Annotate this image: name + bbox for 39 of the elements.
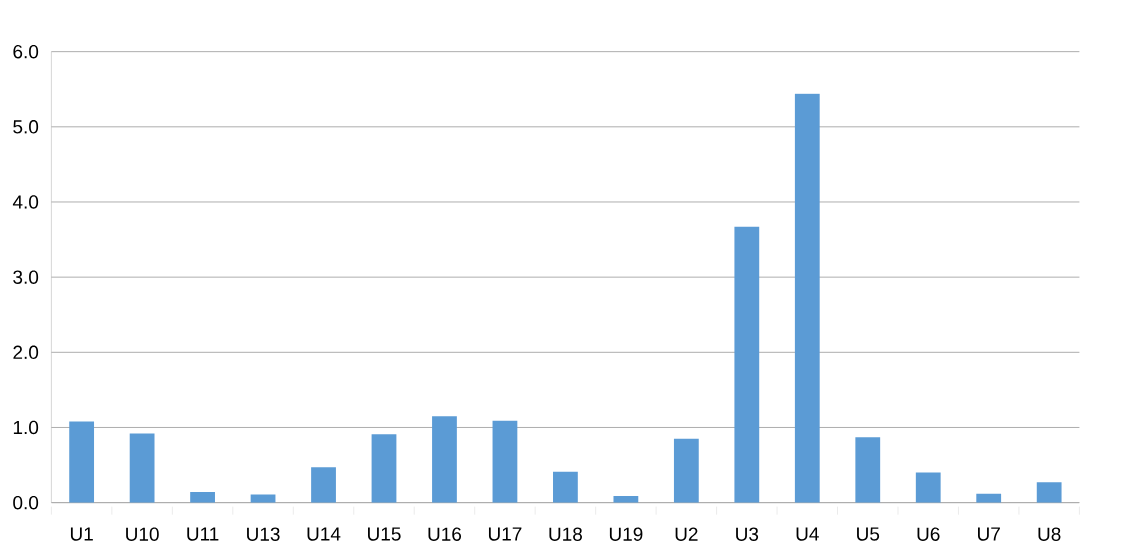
x-tick-label: U2 — [675, 527, 698, 541]
bar — [371, 434, 397, 503]
x-tick-label: U10 — [126, 527, 159, 541]
x-tick-label: U4 — [796, 527, 819, 541]
x-tick-label: U14 — [307, 527, 341, 541]
bar — [432, 416, 457, 503]
x-tick-label: U18 — [549, 527, 582, 541]
bar — [492, 420, 518, 503]
y-tick-label: 6.0 — [13, 44, 39, 59]
y-tick-label: 1.0 — [13, 420, 39, 435]
x-tick-label: U1 — [70, 527, 93, 541]
y-tick-label: 0.0 — [13, 495, 39, 510]
bar — [915, 472, 941, 503]
bar — [311, 467, 336, 503]
y-tick-label: 4.0 — [12, 195, 39, 209]
x-tick-label: U19 — [609, 527, 643, 541]
x-tick-label: U7 — [978, 527, 1000, 541]
x-tick-label: U17 — [488, 527, 522, 541]
bar — [250, 494, 276, 503]
bar — [673, 438, 699, 503]
bar — [553, 471, 578, 503]
x-tick-label: U5 — [857, 527, 880, 541]
x-tick-label: U6 — [917, 527, 940, 541]
x-tick-label: U15 — [368, 527, 401, 541]
x-tick-label: U16 — [428, 527, 462, 541]
bar — [794, 93, 820, 503]
y-tick-label: 5.0 — [13, 120, 39, 134]
bar — [190, 492, 215, 503]
bar — [855, 437, 881, 503]
bar — [1036, 482, 1062, 503]
bar — [734, 226, 760, 503]
x-tick-label: U8 — [1038, 527, 1061, 541]
bar — [69, 421, 95, 503]
y-tick-label: 3.0 — [13, 270, 39, 284]
x-tick-label: U3 — [736, 527, 759, 541]
y-tick-label: 2.0 — [13, 345, 39, 360]
x-tick-label: U13 — [247, 527, 280, 541]
bar — [129, 433, 155, 503]
x-tick-label: U11 — [187, 527, 219, 541]
